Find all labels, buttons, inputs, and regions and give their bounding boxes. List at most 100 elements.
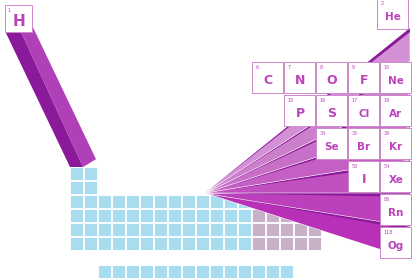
Text: Cl: Cl	[358, 109, 369, 119]
Bar	[308, 237, 321, 250]
Bar	[182, 223, 195, 236]
Text: 1: 1	[8, 8, 10, 13]
Bar	[70, 195, 83, 208]
Bar	[238, 237, 251, 250]
Bar	[280, 195, 293, 208]
Bar	[182, 209, 195, 222]
Bar	[224, 279, 237, 280]
Bar	[280, 279, 293, 280]
FancyBboxPatch shape	[349, 62, 379, 92]
Bar	[84, 167, 97, 180]
Bar	[196, 237, 209, 250]
Bar	[308, 223, 321, 236]
Bar	[98, 209, 111, 222]
Bar	[308, 223, 321, 236]
Bar	[140, 195, 153, 208]
Text: Kr: Kr	[389, 142, 402, 151]
Polygon shape	[205, 28, 410, 193]
Bar	[266, 279, 279, 280]
Polygon shape	[205, 94, 410, 193]
Text: P: P	[295, 107, 304, 120]
Bar	[210, 237, 223, 250]
Bar	[196, 195, 209, 208]
Polygon shape	[205, 94, 410, 193]
Bar	[140, 209, 153, 222]
Bar	[266, 167, 279, 180]
FancyBboxPatch shape	[284, 95, 316, 125]
FancyBboxPatch shape	[380, 95, 412, 125]
Bar	[70, 167, 83, 180]
Text: Ar: Ar	[389, 109, 402, 119]
Bar	[294, 195, 307, 208]
Bar	[280, 209, 293, 222]
Bar	[70, 223, 83, 236]
Bar	[294, 181, 307, 194]
Bar	[84, 209, 97, 222]
Bar	[224, 223, 237, 236]
Bar	[70, 209, 83, 222]
Bar	[294, 209, 307, 222]
Text: 2: 2	[380, 1, 384, 6]
Bar	[126, 279, 139, 280]
Bar	[252, 237, 265, 250]
Text: He: He	[385, 11, 401, 22]
Bar	[224, 237, 237, 250]
FancyBboxPatch shape	[380, 160, 412, 192]
Bar	[140, 265, 153, 278]
Text: 16: 16	[319, 98, 326, 103]
Bar	[252, 195, 265, 208]
Polygon shape	[205, 160, 410, 193]
Polygon shape	[20, 23, 96, 167]
Polygon shape	[205, 61, 410, 193]
Bar	[126, 209, 139, 222]
Bar	[168, 279, 181, 280]
Text: 6: 6	[256, 65, 259, 70]
Bar	[294, 209, 307, 222]
Text: 34: 34	[319, 131, 326, 136]
FancyBboxPatch shape	[380, 127, 412, 158]
Bar	[154, 195, 167, 208]
Bar	[308, 195, 321, 208]
Text: 7: 7	[287, 65, 291, 70]
Polygon shape	[205, 193, 410, 226]
Text: 18: 18	[384, 98, 390, 103]
Bar	[308, 209, 321, 222]
Bar	[224, 265, 237, 278]
Bar	[98, 265, 111, 278]
Bar	[280, 195, 293, 208]
Bar	[84, 223, 97, 236]
FancyBboxPatch shape	[377, 0, 409, 29]
Bar	[210, 265, 223, 278]
Text: 17: 17	[352, 98, 358, 103]
Bar	[154, 279, 167, 280]
FancyBboxPatch shape	[317, 62, 347, 92]
Text: I: I	[362, 173, 366, 186]
Text: O: O	[327, 74, 337, 87]
Bar	[294, 167, 307, 180]
Bar	[126, 195, 139, 208]
Text: 10: 10	[384, 65, 390, 70]
FancyBboxPatch shape	[317, 95, 347, 125]
Bar	[308, 237, 321, 250]
Text: Br: Br	[357, 142, 371, 151]
FancyBboxPatch shape	[253, 62, 284, 92]
Bar	[182, 237, 195, 250]
Bar	[140, 237, 153, 250]
Bar	[238, 265, 251, 278]
Text: 86: 86	[384, 197, 390, 202]
Bar	[252, 279, 265, 280]
Bar	[196, 265, 209, 278]
Bar	[182, 279, 195, 280]
Bar	[210, 223, 223, 236]
Polygon shape	[205, 193, 410, 230]
Bar	[238, 167, 251, 180]
Bar	[252, 195, 265, 208]
Bar	[112, 195, 125, 208]
Bar	[70, 237, 83, 250]
Bar	[98, 223, 111, 236]
Text: 54: 54	[384, 164, 390, 169]
Bar	[238, 195, 251, 208]
Bar	[168, 195, 181, 208]
Bar	[84, 195, 97, 208]
Bar	[294, 195, 307, 208]
